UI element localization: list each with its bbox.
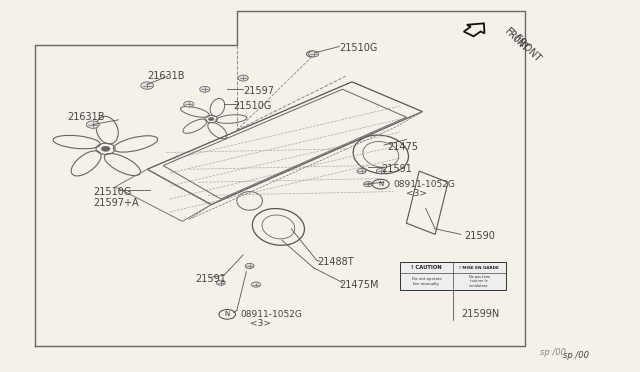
Text: 21510G: 21510G xyxy=(93,187,131,196)
Circle shape xyxy=(245,263,254,269)
Circle shape xyxy=(238,75,248,81)
Text: 21599N: 21599N xyxy=(461,310,499,319)
Circle shape xyxy=(364,182,372,187)
Text: 08911-1052G: 08911-1052G xyxy=(394,180,456,189)
Text: 21597+A: 21597+A xyxy=(93,198,138,208)
Text: sp /00: sp /00 xyxy=(540,348,566,357)
Circle shape xyxy=(372,179,389,189)
FancyBboxPatch shape xyxy=(400,262,506,290)
Text: FRONT: FRONT xyxy=(512,33,543,64)
Circle shape xyxy=(101,146,110,151)
Text: sp /00: sp /00 xyxy=(563,351,589,360)
Text: 21597: 21597 xyxy=(243,86,274,96)
Circle shape xyxy=(216,280,225,285)
Text: ! MISE EN GARDE: ! MISE EN GARDE xyxy=(460,266,499,270)
Circle shape xyxy=(209,117,214,121)
Circle shape xyxy=(219,310,236,319)
Text: Do not operate
fan manually.: Do not operate fan manually. xyxy=(412,277,441,286)
Text: N: N xyxy=(378,181,383,187)
Text: 21591: 21591 xyxy=(381,164,412,174)
Text: 21510G: 21510G xyxy=(339,44,378,53)
Circle shape xyxy=(184,101,194,107)
Text: <3>: <3> xyxy=(406,189,428,198)
Circle shape xyxy=(308,51,319,57)
Text: 21590: 21590 xyxy=(464,231,495,241)
Text: FRONT: FRONT xyxy=(502,26,531,54)
Text: Ne pas faire
tourner le
ventilateur.: Ne pas faire tourner le ventilateur. xyxy=(468,275,490,288)
Circle shape xyxy=(86,121,99,128)
Text: <3>: <3> xyxy=(250,319,271,328)
Text: N: N xyxy=(225,311,230,317)
Text: 21488T: 21488T xyxy=(317,257,353,267)
Circle shape xyxy=(200,86,210,92)
Text: 21475M: 21475M xyxy=(339,280,379,289)
Text: 21631B: 21631B xyxy=(147,71,185,81)
Circle shape xyxy=(376,169,385,174)
Text: 21631B: 21631B xyxy=(67,112,105,122)
Text: 08911-1052G: 08911-1052G xyxy=(240,310,302,319)
Text: ! CAUTION: ! CAUTION xyxy=(411,265,442,270)
Text: 21591: 21591 xyxy=(195,274,226,284)
Circle shape xyxy=(252,282,260,287)
Text: 21475: 21475 xyxy=(387,142,418,152)
Circle shape xyxy=(357,169,366,174)
Text: 21510G: 21510G xyxy=(234,101,272,111)
Circle shape xyxy=(141,82,154,89)
